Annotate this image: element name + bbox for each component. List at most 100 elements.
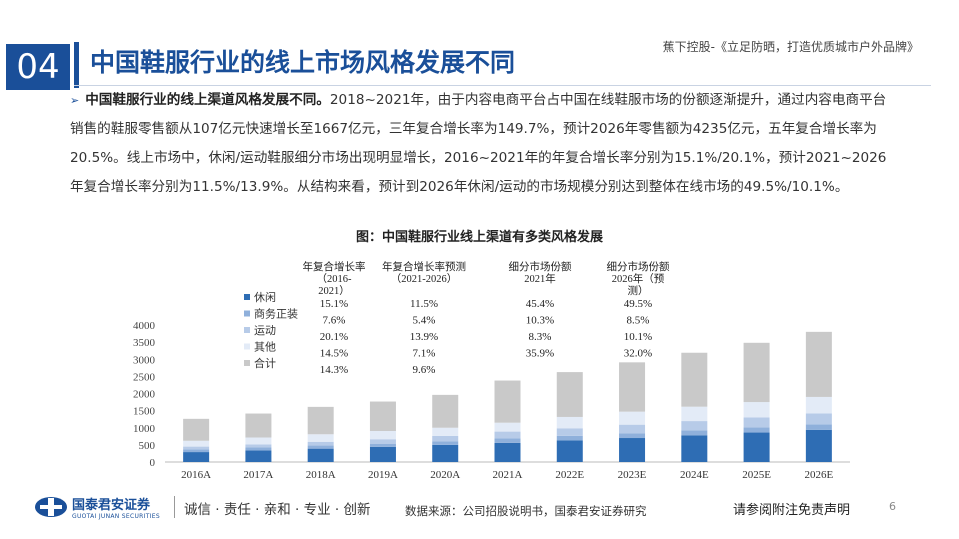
legend-label: 运动 [254,324,276,337]
table-cell: 14.5% [320,348,348,360]
bar-segment [805,429,832,462]
table-header: 2021年 [524,272,556,285]
table-cell: 45.4% [526,298,554,310]
bar-segment [494,422,521,432]
table-cell: 5.4% [413,315,436,327]
table-cell: 8.5% [627,315,650,327]
bar-segment [681,352,708,407]
legend-swatch [244,310,250,317]
company-logo: 国泰君安证券 GUOTAI JUNAN SECURITIES [34,494,160,520]
bar-segment [494,431,521,439]
x-tick-label: 2021A [493,469,523,481]
table-header: （2016- [317,273,352,285]
table-cell: 15.1% [320,298,348,310]
y-tick-label: 4000 [133,320,156,332]
table-cell: 14.3% [320,364,348,376]
summary-lead: 中国鞋服行业的线上渠道风格发展不同。 [85,92,330,108]
bar-segment [805,413,832,425]
x-tick-label: 2025E [742,469,771,481]
page-number: 6 [889,500,896,513]
legend-label: 合计 [254,356,276,370]
table-cell: 10.3% [526,315,554,327]
bar-segment [619,424,646,434]
bar-segment [307,445,334,449]
bar-segment [494,438,521,443]
x-tick-label: 2022E [555,469,584,481]
table-cell: 32.0% [624,348,652,360]
bar-segment [681,435,708,462]
logo-name-en: GUOTAI JUNAN SECURITIES [72,513,160,520]
y-tick-label: 2000 [133,389,156,401]
x-tick-label: 2020A [430,469,460,481]
bar-segment [183,418,210,441]
y-tick-label: 3000 [133,354,156,366]
bar-segment [494,380,521,423]
bar-segment [307,441,334,446]
y-tick-label: 1000 [133,423,156,435]
stacked-bar-chart: 0 500 1000 1500 2000 2500 3000 3500 4000 2016A 201… [133,260,850,481]
table-header: 2026年（预 [612,272,665,285]
table-header: 细分市场份额 [607,260,670,273]
y-tick-label: 1500 [133,406,156,418]
x-tick-label: 2024E [680,469,709,481]
bar-segment [556,435,583,441]
bar-segment [369,401,396,432]
table-cell: 13.9% [410,331,438,343]
x-tick-label: 2023E [618,469,647,481]
table-cell: 35.9% [526,348,554,360]
bar-segment [805,331,832,397]
summary-paragraph: ➢ 中国鞋服行业的线上渠道风格发展不同。2018~2021年，由于内容电商平台占中… [70,86,892,202]
bar-segment [743,432,770,462]
table-header: 细分市场份额 [509,260,572,273]
y-tick-label: 0 [150,457,156,469]
bar-segment [743,417,770,428]
bar-segment [556,428,583,436]
bar-segment [805,424,832,430]
table-cell: 7.6% [323,315,346,327]
company-slogan: 诚信 · 责任 · 亲和 · 专业 · 创新 [184,502,371,518]
bar-segment [307,434,334,442]
bar-segment [369,431,396,440]
bar-segment [245,450,272,462]
bar-segment [556,416,583,429]
logo-mark-icon [35,497,67,517]
bar-segment [183,440,210,447]
legend-label: 休闲 [254,290,276,304]
section-number: 04 [6,44,70,90]
bar-segment [619,433,646,439]
bar-segment [307,448,334,462]
bar-segment [245,444,272,448]
bar-segment [369,439,396,444]
bar-segment [432,435,459,442]
table-cell: 9.6% [413,364,436,376]
bar-segment [245,447,272,451]
bar-segment [556,372,583,417]
bar-segment [183,446,210,450]
bar-segment [432,394,459,428]
x-tick-label: 2016A [181,469,211,481]
data-source: 数据来源：公司招股说明书，国泰君安证券研究 [405,504,647,518]
table-header: 年复合增长率 [303,260,366,273]
report-subtitle: 蕉下控股-《立足防晒，打造优质城市户外品牌》 [662,40,919,54]
legend-swatch [244,294,250,300]
table-cell: 20.1% [320,331,348,343]
bar-segment [743,427,770,433]
bar-segment [245,413,272,438]
table-header: 年复合增长率预测 [382,260,466,273]
bar-segment [681,406,708,422]
bar-segment [681,421,708,431]
table-cell: 7.1% [413,348,436,360]
disclaimer-link[interactable]: 请参阅附注免责声明 [733,503,851,518]
bar-segment [494,442,521,462]
bar-segment [619,438,646,462]
legend-label: 商务正装 [254,307,298,321]
footer-separator [174,496,175,518]
y-tick-label: 2500 [133,371,156,383]
y-tick-label: 3500 [133,337,156,349]
legend-label: 其他 [254,341,276,354]
bar-segment [556,440,583,462]
header-divider [74,85,931,86]
table-header: 测） [628,284,649,297]
bar-segment [681,430,708,436]
bar-segment [743,402,770,418]
